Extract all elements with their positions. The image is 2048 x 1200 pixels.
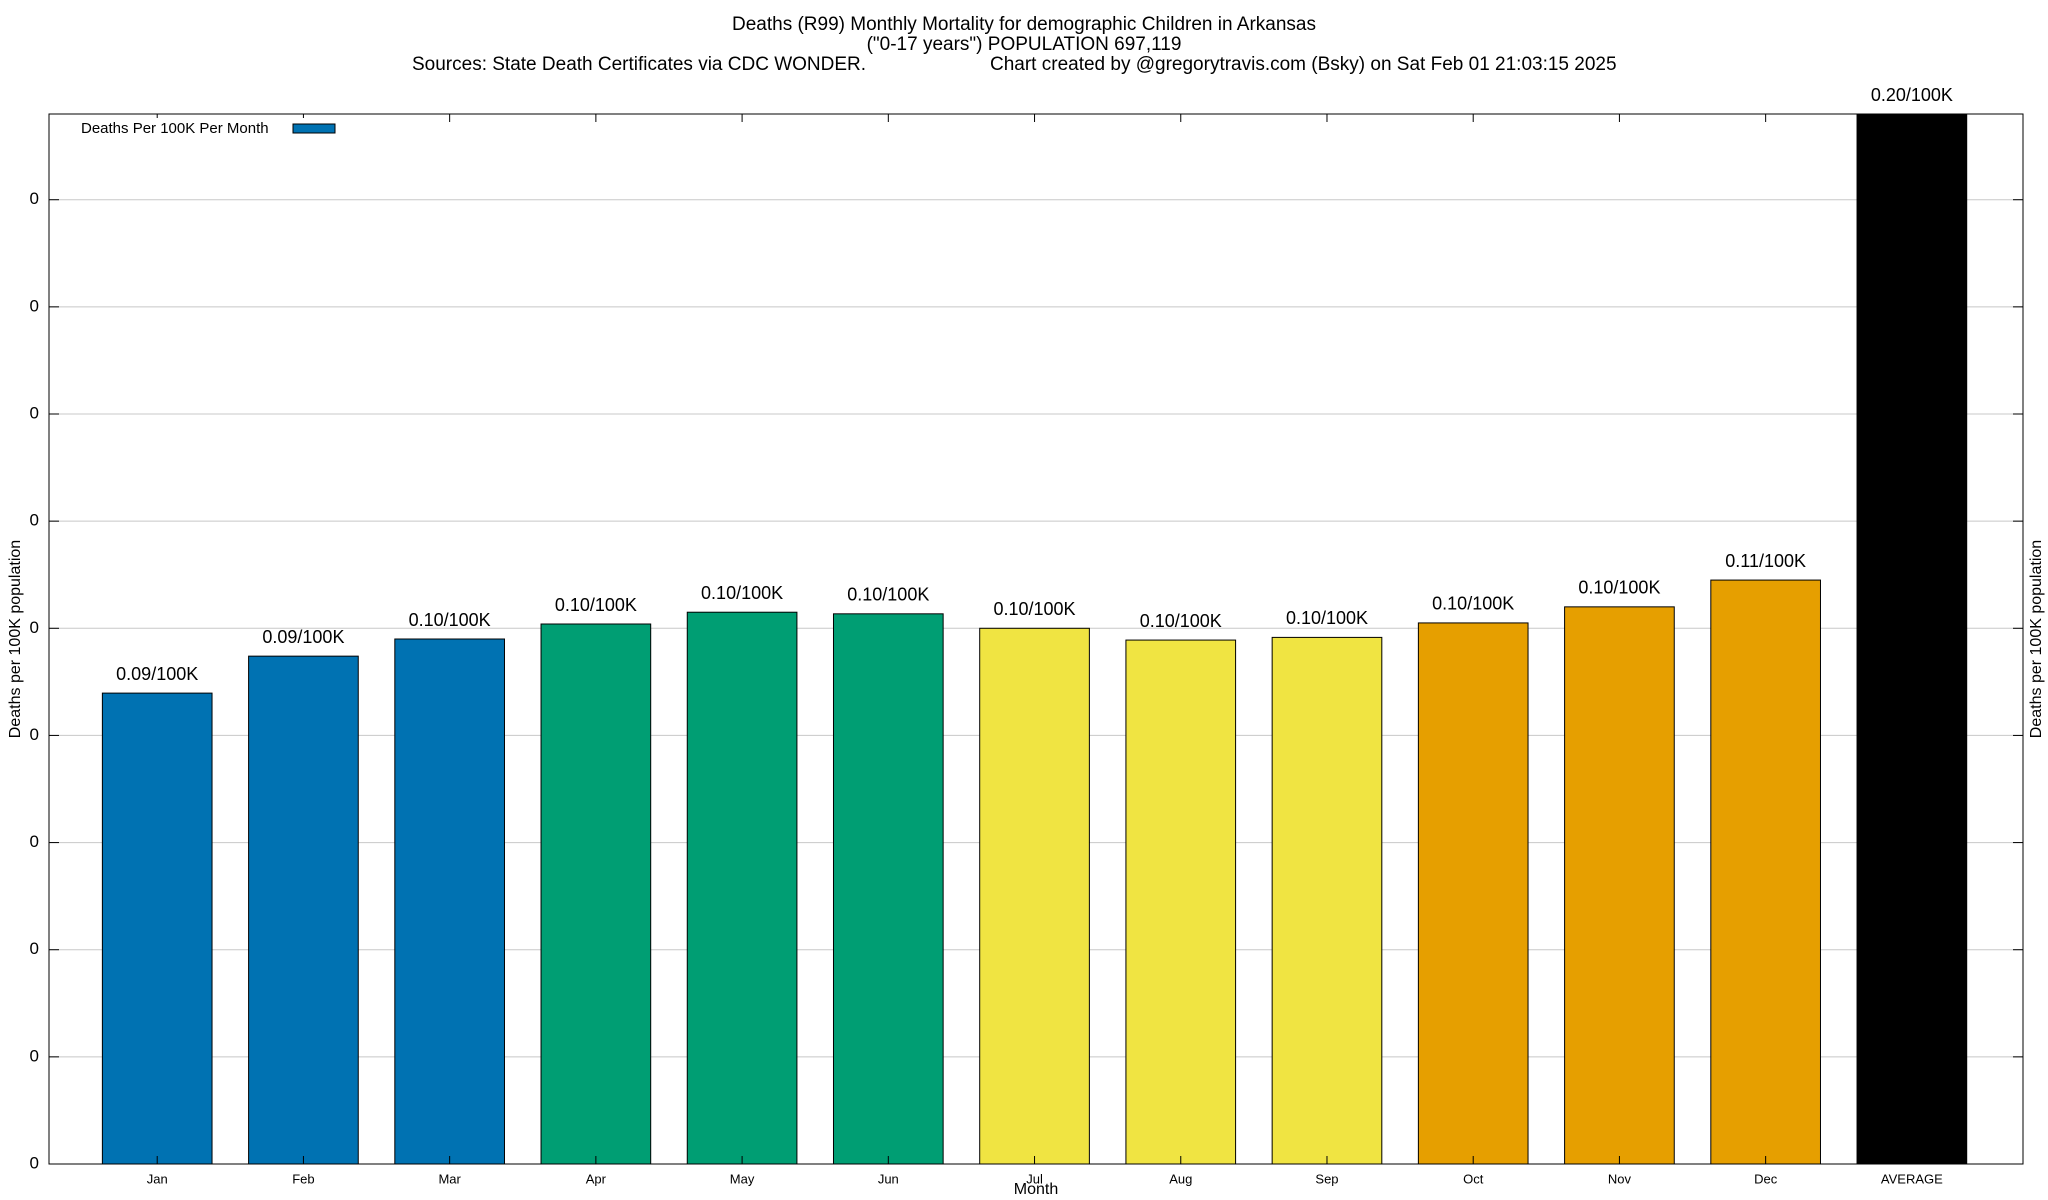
x-tick-label: Sep <box>1315 1171 1338 1186</box>
x-tick-label: May <box>730 1171 755 1186</box>
value-label: 0.09/100K <box>262 627 344 647</box>
value-label: 0.10/100K <box>993 599 1075 619</box>
legend-label: Deaths Per 100K Per Month <box>81 120 269 137</box>
x-tick-label: Mar <box>438 1171 461 1186</box>
x-tick-label: Jan <box>147 1171 168 1186</box>
value-label: 0.10/100K <box>1432 594 1514 614</box>
y-tick-label: 0 <box>30 618 39 637</box>
y-tick-label: 0 <box>30 403 39 422</box>
x-tick-label: Nov <box>1608 1171 1632 1186</box>
bar <box>1710 579 1821 1164</box>
bar <box>394 638 505 1164</box>
bar <box>1856 114 1968 1164</box>
x-tick-label: Aug <box>1169 1171 1192 1186</box>
x-tick-label: Jun <box>878 1171 899 1186</box>
bar <box>832 613 944 1164</box>
chart-subtitle: ("0-17 years") POPULATION 697,119 <box>867 34 1182 55</box>
plot-frame <box>48 113 2024 1165</box>
plot-area <box>101 114 1968 1164</box>
value-label: 0.10/100K <box>555 595 637 615</box>
x-tick-label: Apr <box>586 1171 607 1186</box>
x-tick-label: Feb <box>292 1171 314 1186</box>
value-label: 0.11/100K <box>1725 551 1806 571</box>
value-label: 0.10/100K <box>409 610 491 630</box>
x-axis-label: Month <box>1014 1181 1058 1198</box>
y-tick-label: 0 <box>30 1046 39 1065</box>
y-axis-label: Deaths per 100K population <box>7 540 24 738</box>
bar <box>248 655 359 1164</box>
value-label: 0.20/100K <box>1871 85 1953 105</box>
y2-axis-label: Deaths per 100K population <box>2028 540 2045 738</box>
y-tick-label: 0 <box>30 296 39 315</box>
value-label: 0.10/100K <box>1140 611 1222 631</box>
bar <box>1271 636 1383 1164</box>
bar <box>979 627 1090 1164</box>
value-label: 0.10/100K <box>701 583 783 603</box>
bar <box>1417 622 1529 1164</box>
y-tick-label: 0 <box>30 832 39 851</box>
bar <box>686 611 798 1164</box>
y-tick-label: 0 <box>30 725 39 744</box>
value-label: 0.10/100K <box>1578 578 1660 598</box>
value-label: 0.09/100K <box>116 664 198 684</box>
sources: Sources: State Death Certificates via CD… <box>412 54 866 75</box>
x-tick-label: Jul <box>1026 1171 1043 1186</box>
value-label: 0.10/100K <box>1286 608 1368 628</box>
bar <box>540 623 652 1164</box>
x-tick-label: Dec <box>1754 1171 1778 1186</box>
bar <box>1564 606 1675 1164</box>
value-label: 0.10/100K <box>847 585 929 605</box>
y-tick-label: 0 <box>30 511 39 530</box>
y-tick-label: 0 <box>30 189 39 208</box>
y-tick-label: 0 <box>30 1153 39 1172</box>
x-tick-label: AVERAGE <box>1881 1171 1943 1186</box>
y-tick-label: 0 <box>30 939 39 958</box>
chart-title: Deaths (R99) Monthly Mortality for demog… <box>732 14 1316 35</box>
bar <box>101 692 213 1164</box>
credit: Chart created by @gregorytravis.com (Bsk… <box>990 54 1617 75</box>
x-tick-label: Oct <box>1463 1171 1484 1186</box>
bar <box>1125 639 1237 1164</box>
legend-swatch <box>292 123 336 134</box>
